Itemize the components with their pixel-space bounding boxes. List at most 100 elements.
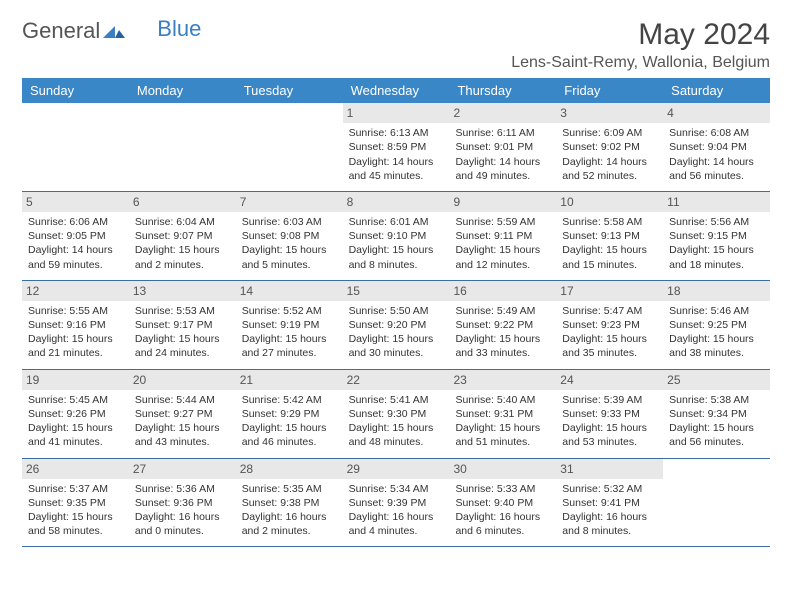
logo-text-2: Blue bbox=[157, 16, 201, 42]
daylight-line: Daylight: 15 hours and 56 minutes. bbox=[669, 421, 764, 449]
sunrise-line: Sunrise: 5:59 AM bbox=[455, 215, 550, 229]
sunset-line: Sunset: 9:26 PM bbox=[28, 407, 123, 421]
sunrise-line: Sunrise: 5:49 AM bbox=[455, 304, 550, 318]
day-cell: 25Sunrise: 5:38 AMSunset: 9:34 PMDayligh… bbox=[663, 370, 770, 458]
daylight-line: Daylight: 15 hours and 27 minutes. bbox=[242, 332, 337, 360]
day-number: 29 bbox=[343, 459, 450, 479]
day-number: 6 bbox=[129, 192, 236, 212]
day-cell: 5Sunrise: 6:06 AMSunset: 9:05 PMDaylight… bbox=[22, 192, 129, 280]
day-cell: 21Sunrise: 5:42 AMSunset: 9:29 PMDayligh… bbox=[236, 370, 343, 458]
daylight-line: Daylight: 14 hours and 59 minutes. bbox=[28, 243, 123, 271]
day-cell: 1Sunrise: 6:13 AMSunset: 8:59 PMDaylight… bbox=[343, 103, 450, 191]
day-number: 2 bbox=[449, 103, 556, 123]
day-number: 14 bbox=[236, 281, 343, 301]
day-header: Thursday bbox=[449, 78, 556, 103]
sunrise-line: Sunrise: 6:08 AM bbox=[669, 126, 764, 140]
daylight-line: Daylight: 14 hours and 49 minutes. bbox=[455, 155, 550, 183]
logo: General Blue bbox=[22, 18, 201, 44]
empty-cell bbox=[663, 459, 770, 547]
day-cell: 11Sunrise: 5:56 AMSunset: 9:15 PMDayligh… bbox=[663, 192, 770, 280]
day-cell: 20Sunrise: 5:44 AMSunset: 9:27 PMDayligh… bbox=[129, 370, 236, 458]
daylight-line: Daylight: 14 hours and 52 minutes. bbox=[562, 155, 657, 183]
sunrise-line: Sunrise: 5:41 AM bbox=[349, 393, 444, 407]
sunset-line: Sunset: 9:17 PM bbox=[135, 318, 230, 332]
day-number: 16 bbox=[449, 281, 556, 301]
day-number: 23 bbox=[449, 370, 556, 390]
daylight-line: Daylight: 15 hours and 5 minutes. bbox=[242, 243, 337, 271]
sunset-line: Sunset: 9:35 PM bbox=[28, 496, 123, 510]
sunset-line: Sunset: 9:02 PM bbox=[562, 140, 657, 154]
daylight-line: Daylight: 16 hours and 4 minutes. bbox=[349, 510, 444, 538]
logo-text-1: General bbox=[22, 18, 100, 44]
daylight-line: Daylight: 15 hours and 21 minutes. bbox=[28, 332, 123, 360]
day-cell: 29Sunrise: 5:34 AMSunset: 9:39 PMDayligh… bbox=[343, 459, 450, 547]
sunset-line: Sunset: 9:15 PM bbox=[669, 229, 764, 243]
sunrise-line: Sunrise: 6:13 AM bbox=[349, 126, 444, 140]
daylight-line: Daylight: 14 hours and 56 minutes. bbox=[669, 155, 764, 183]
sunrise-line: Sunrise: 5:55 AM bbox=[28, 304, 123, 318]
day-cell: 14Sunrise: 5:52 AMSunset: 9:19 PMDayligh… bbox=[236, 281, 343, 369]
daylight-line: Daylight: 15 hours and 51 minutes. bbox=[455, 421, 550, 449]
daylight-line: Daylight: 15 hours and 12 minutes. bbox=[455, 243, 550, 271]
day-number: 27 bbox=[129, 459, 236, 479]
day-cell: 8Sunrise: 6:01 AMSunset: 9:10 PMDaylight… bbox=[343, 192, 450, 280]
day-number: 1 bbox=[343, 103, 450, 123]
week-row: 19Sunrise: 5:45 AMSunset: 9:26 PMDayligh… bbox=[22, 370, 770, 459]
day-cell: 19Sunrise: 5:45 AMSunset: 9:26 PMDayligh… bbox=[22, 370, 129, 458]
day-cell: 12Sunrise: 5:55 AMSunset: 9:16 PMDayligh… bbox=[22, 281, 129, 369]
sunset-line: Sunset: 9:04 PM bbox=[669, 140, 764, 154]
sunset-line: Sunset: 9:40 PM bbox=[455, 496, 550, 510]
day-cell: 16Sunrise: 5:49 AMSunset: 9:22 PMDayligh… bbox=[449, 281, 556, 369]
day-cell: 2Sunrise: 6:11 AMSunset: 9:01 PMDaylight… bbox=[449, 103, 556, 191]
sunset-line: Sunset: 9:20 PM bbox=[349, 318, 444, 332]
sunset-line: Sunset: 9:30 PM bbox=[349, 407, 444, 421]
daylight-line: Daylight: 15 hours and 41 minutes. bbox=[28, 421, 123, 449]
sunrise-line: Sunrise: 5:46 AM bbox=[669, 304, 764, 318]
sunrise-line: Sunrise: 5:47 AM bbox=[562, 304, 657, 318]
sunrise-line: Sunrise: 5:52 AM bbox=[242, 304, 337, 318]
sunrise-line: Sunrise: 6:06 AM bbox=[28, 215, 123, 229]
day-number: 21 bbox=[236, 370, 343, 390]
sunset-line: Sunset: 9:39 PM bbox=[349, 496, 444, 510]
day-number: 18 bbox=[663, 281, 770, 301]
day-cell: 31Sunrise: 5:32 AMSunset: 9:41 PMDayligh… bbox=[556, 459, 663, 547]
day-cell: 4Sunrise: 6:08 AMSunset: 9:04 PMDaylight… bbox=[663, 103, 770, 191]
empty-cell bbox=[129, 103, 236, 191]
day-cell: 9Sunrise: 5:59 AMSunset: 9:11 PMDaylight… bbox=[449, 192, 556, 280]
daylight-line: Daylight: 15 hours and 35 minutes. bbox=[562, 332, 657, 360]
sunrise-line: Sunrise: 5:39 AM bbox=[562, 393, 657, 407]
sunset-line: Sunset: 9:38 PM bbox=[242, 496, 337, 510]
day-number: 17 bbox=[556, 281, 663, 301]
sunset-line: Sunset: 9:27 PM bbox=[135, 407, 230, 421]
daylight-line: Daylight: 16 hours and 0 minutes. bbox=[135, 510, 230, 538]
day-cell: 23Sunrise: 5:40 AMSunset: 9:31 PMDayligh… bbox=[449, 370, 556, 458]
sunrise-line: Sunrise: 6:11 AM bbox=[455, 126, 550, 140]
sunset-line: Sunset: 9:31 PM bbox=[455, 407, 550, 421]
daylight-line: Daylight: 14 hours and 45 minutes. bbox=[349, 155, 444, 183]
day-number: 13 bbox=[129, 281, 236, 301]
day-number: 3 bbox=[556, 103, 663, 123]
sunset-line: Sunset: 9:16 PM bbox=[28, 318, 123, 332]
day-cell: 27Sunrise: 5:36 AMSunset: 9:36 PMDayligh… bbox=[129, 459, 236, 547]
sunrise-line: Sunrise: 5:53 AM bbox=[135, 304, 230, 318]
day-number: 8 bbox=[343, 192, 450, 212]
day-cell: 26Sunrise: 5:37 AMSunset: 9:35 PMDayligh… bbox=[22, 459, 129, 547]
day-cell: 15Sunrise: 5:50 AMSunset: 9:20 PMDayligh… bbox=[343, 281, 450, 369]
daylight-line: Daylight: 15 hours and 8 minutes. bbox=[349, 243, 444, 271]
sunrise-line: Sunrise: 5:58 AM bbox=[562, 215, 657, 229]
daylight-line: Daylight: 15 hours and 48 minutes. bbox=[349, 421, 444, 449]
sunset-line: Sunset: 9:41 PM bbox=[562, 496, 657, 510]
day-number: 11 bbox=[663, 192, 770, 212]
week-row: 5Sunrise: 6:06 AMSunset: 9:05 PMDaylight… bbox=[22, 192, 770, 281]
daylight-line: Daylight: 15 hours and 18 minutes. bbox=[669, 243, 764, 271]
empty-cell bbox=[236, 103, 343, 191]
day-number: 9 bbox=[449, 192, 556, 212]
logo-mark-icon bbox=[103, 18, 125, 44]
day-number: 10 bbox=[556, 192, 663, 212]
title-block: May 2024 Lens-Saint-Remy, Wallonia, Belg… bbox=[511, 18, 770, 72]
daylight-line: Daylight: 15 hours and 58 minutes. bbox=[28, 510, 123, 538]
daylight-line: Daylight: 15 hours and 46 minutes. bbox=[242, 421, 337, 449]
daylight-line: Daylight: 15 hours and 30 minutes. bbox=[349, 332, 444, 360]
sunset-line: Sunset: 9:36 PM bbox=[135, 496, 230, 510]
day-header: Monday bbox=[129, 78, 236, 103]
